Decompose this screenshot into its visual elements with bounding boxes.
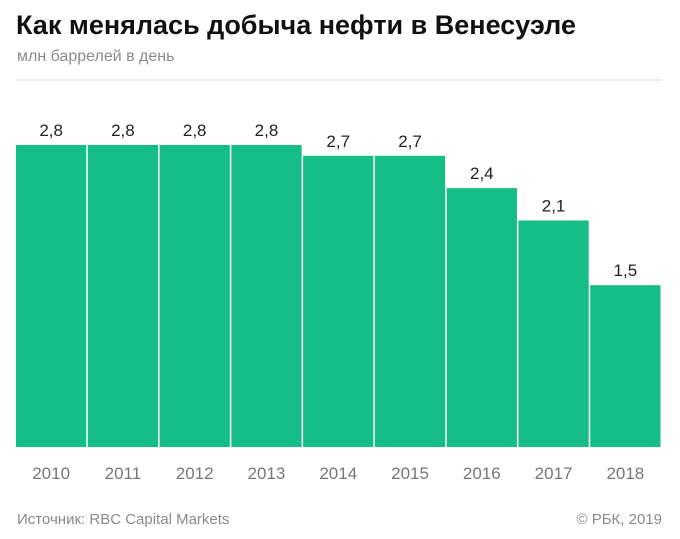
- x-tick-label-2010: 2010: [32, 464, 70, 483]
- chart-title: Как менялась добыча нефти в Венесуэле: [16, 10, 576, 40]
- bars-group: [16, 145, 661, 448]
- value-label-2018: 1,5: [614, 261, 638, 280]
- bar-2016: [446, 188, 517, 447]
- x-tick-label-2014: 2014: [319, 464, 357, 483]
- x-tick-label-2011: 2011: [105, 464, 142, 483]
- bar-2017: [518, 220, 589, 447]
- bar-2011: [87, 145, 159, 447]
- value-labels-group: 2,8 2,8 2,8 2,8 2,7 2,7 2,4 2,1 1,5: [39, 121, 637, 280]
- chart-subtitle: млн баррелей в день: [17, 48, 175, 65]
- value-label-2013: 2,8: [255, 121, 279, 140]
- source-note: Источник: RBC Capital Markets: [17, 511, 230, 528]
- x-tick-label-2012: 2012: [176, 464, 214, 483]
- bar-2014: [303, 155, 374, 448]
- bar-2012: [159, 145, 230, 447]
- bar-2013: [231, 145, 302, 447]
- copyright-note: © РБК, 2019: [576, 511, 662, 528]
- value-label-2014: 2,7: [326, 132, 350, 151]
- x-tick-label-2015: 2015: [391, 464, 429, 483]
- bar-2018: [590, 285, 661, 447]
- value-label-2011: 2,8: [111, 121, 135, 140]
- value-label-2015: 2,7: [398, 132, 422, 151]
- x-tick-label-2016: 2016: [463, 464, 501, 483]
- x-tick-label-2013: 2013: [248, 464, 286, 483]
- x-tick-label-2017: 2017: [535, 464, 573, 483]
- value-label-2012: 2,8: [183, 121, 207, 140]
- value-label-2010: 2,8: [39, 121, 63, 140]
- bar-2010: [16, 145, 87, 447]
- x-tick-labels-group: 2010 2011 2012 2013 2014 2015 2016 2017 2018: [32, 464, 644, 483]
- bar-2015: [374, 155, 446, 448]
- value-label-2016: 2,4: [470, 164, 494, 183]
- x-tick-label-2018: 2018: [606, 464, 644, 483]
- value-label-2017: 2,1: [542, 197, 566, 216]
